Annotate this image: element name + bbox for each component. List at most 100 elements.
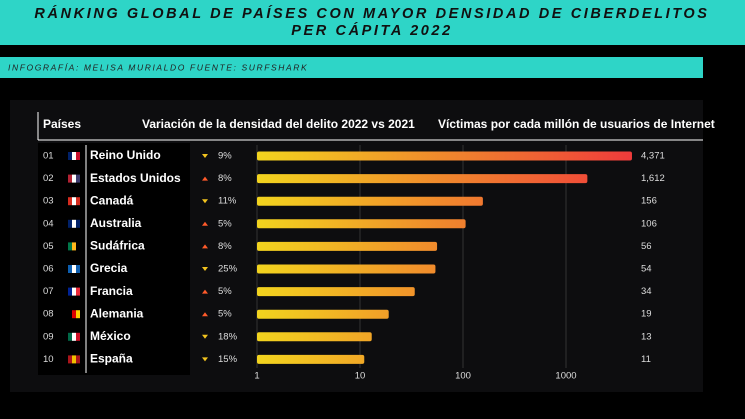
rank: 02 [43, 173, 54, 184]
rank: 09 [43, 331, 54, 342]
bar [257, 354, 365, 364]
bar [257, 309, 389, 319]
value-label: 54 [641, 264, 652, 275]
flag [76, 242, 80, 251]
header: Víctimas por cada millón de usuarios de … [438, 117, 715, 131]
change-arrow [202, 154, 208, 158]
value-label: 13 [641, 331, 652, 342]
change-label: 8% [218, 173, 232, 184]
chart-title: RÁNKING GLOBAL DE PAÍSES CON MAYOR DENSI… [34, 5, 709, 39]
change-label: 11% [218, 196, 237, 207]
change-label: 5% [218, 218, 232, 229]
x-tick-label: 1000 [555, 371, 576, 382]
change-arrow [202, 289, 208, 294]
x-tick-label: 100 [455, 371, 471, 382]
change-arrow [202, 244, 208, 249]
country-name: Reino Unido [90, 148, 161, 162]
flag [72, 152, 76, 160]
flag [68, 310, 72, 319]
flag [68, 152, 72, 160]
rank: 04 [43, 218, 54, 229]
rank: 10 [43, 354, 54, 365]
rank: 06 [43, 264, 54, 275]
flag [76, 310, 80, 319]
flag [72, 332, 76, 341]
value-label: 106 [641, 218, 657, 229]
flag [72, 197, 76, 206]
bar [257, 151, 632, 161]
flag [76, 152, 80, 160]
flag [68, 219, 72, 228]
change-arrow [202, 176, 208, 181]
change-arrow [202, 221, 208, 226]
bar [257, 332, 372, 342]
rank: 07 [43, 286, 54, 297]
rank: 08 [43, 309, 54, 320]
title-band [0, 0, 745, 45]
bar [257, 174, 588, 184]
flag [68, 265, 72, 273]
x-tick-label: 10 [355, 371, 366, 382]
flag [72, 287, 76, 296]
flag [76, 174, 80, 183]
flag [72, 219, 76, 228]
flag [76, 219, 80, 228]
country-name: España [90, 352, 133, 366]
bar [257, 287, 415, 297]
value-label: 34 [641, 286, 652, 297]
change-arrow [202, 357, 208, 362]
change-label: 8% [218, 241, 232, 252]
country-name: Sudáfrica [90, 239, 145, 253]
header: Países [43, 117, 81, 131]
country-name: Francia [90, 284, 133, 298]
change-arrow [202, 312, 208, 317]
flag [68, 197, 72, 206]
change-arrow [202, 199, 208, 204]
change-label: 5% [218, 309, 232, 320]
chart-subtitle: INFOGRAFÍA: MELISA MURIALDO FUENTE: SURF… [8, 62, 308, 72]
flag [72, 242, 76, 251]
country-name: Grecia [90, 261, 128, 275]
x-tick-label: 1 [254, 371, 259, 382]
flag [68, 287, 72, 296]
flag [76, 287, 80, 296]
change-arrow [202, 267, 208, 271]
change-arrow [202, 334, 208, 339]
names-box [38, 143, 190, 375]
value-label: 4,371 [641, 151, 665, 162]
country-name: Alemania [90, 306, 144, 320]
header: Variación de la densidad del delito 2022… [142, 117, 415, 131]
country-name: Estados Unidos [90, 171, 181, 185]
flag [72, 174, 76, 183]
country-name: México [90, 329, 131, 343]
change-label: 5% [218, 286, 232, 297]
change-label: 25% [218, 264, 238, 275]
country-name: Canadá [90, 193, 134, 207]
bar [257, 241, 438, 251]
change-label: 9% [218, 151, 232, 162]
flag [76, 197, 80, 206]
value-label: 156 [641, 196, 657, 207]
flag [76, 355, 80, 364]
country-name: Australia [90, 216, 142, 230]
flag [68, 174, 72, 183]
rank: 05 [43, 241, 54, 252]
flag [68, 242, 72, 251]
subtitle-band [0, 57, 703, 78]
flag [76, 265, 80, 273]
change-label: 18% [218, 331, 238, 342]
value-label: 1,612 [641, 173, 665, 184]
flag [68, 355, 72, 364]
flag [72, 310, 76, 319]
flag [76, 332, 80, 341]
flag [72, 355, 76, 364]
bar [257, 196, 483, 206]
flag [72, 265, 76, 273]
bar [257, 219, 466, 229]
flag [68, 332, 72, 341]
rank: 01 [43, 151, 54, 162]
value-label: 11 [641, 354, 651, 365]
bar [257, 264, 436, 274]
value-label: 19 [641, 309, 652, 320]
